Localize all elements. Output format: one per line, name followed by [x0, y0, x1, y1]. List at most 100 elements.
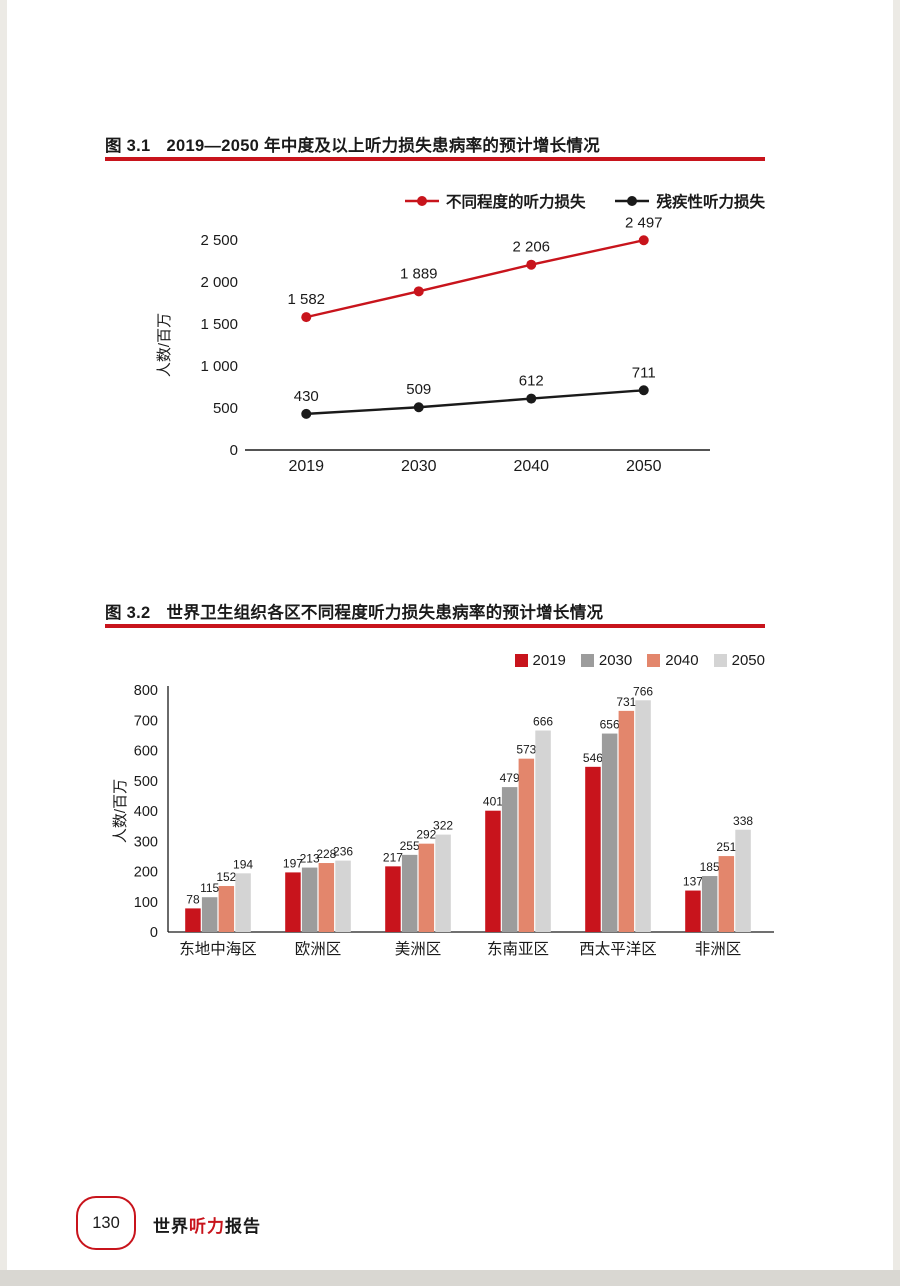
legend-label: 2019 [532, 652, 566, 669]
report-footer-title: 世界听力报告 [153, 1212, 261, 1237]
line-chart-hearing-loss-growth: 人数/百万 0 500 1 000 1 500 2 000 2 500 2019 2030 204… [156, 215, 710, 475]
point-value-label: 1 889 [400, 265, 438, 282]
bar-value-label: 185 [700, 860, 720, 874]
bar-value-label: 292 [416, 828, 436, 842]
legend-label: 2050 [731, 652, 765, 669]
figure-3-2-legend: 2019 2030 2040 2050 [105, 652, 765, 669]
legend-label: 2040 [665, 652, 699, 669]
bar-2040-美洲区 [418, 843, 435, 932]
figure-3-2-label: 图 3.2 [105, 604, 151, 622]
x-tick-label: 2040 [513, 458, 549, 475]
bar-2040-东南亚区 [518, 758, 535, 932]
y-tick-label: 2 500 [200, 232, 238, 249]
bar-value-label: 731 [616, 695, 636, 709]
data-point [526, 393, 537, 404]
bar-2050-西太平洋区 [635, 700, 651, 932]
figure-3-1-label: 图 3.1 [105, 137, 151, 155]
bar-2030-东地中海区 [201, 897, 218, 932]
bar-value-label: 78 [186, 892, 200, 906]
category-label: 欧洲区 [295, 940, 342, 958]
legend-line-marker-icon [615, 196, 650, 206]
bar-value-label: 479 [500, 771, 520, 785]
legend-line-marker-icon [404, 196, 439, 206]
y-tick-label: 600 [134, 744, 158, 760]
point-value-label: 2 206 [512, 239, 550, 256]
bar-value-label: 546 [583, 751, 603, 765]
category-label: 东地中海区 [179, 940, 257, 958]
point-value-label: 711 [632, 364, 656, 381]
point-value-label: 2 497 [625, 215, 663, 231]
point-value-label: 430 [294, 388, 319, 405]
figure-3-1-rule [105, 157, 765, 161]
point-value-label: 612 [519, 373, 544, 390]
category-label: 美洲区 [395, 940, 442, 958]
legend-swatch-icon [647, 654, 661, 667]
data-point [638, 235, 649, 246]
bar-value-label: 251 [716, 840, 736, 854]
bar-value-label: 338 [733, 814, 753, 828]
bar-value-label: 573 [516, 743, 536, 757]
y-tick-label: 400 [134, 804, 158, 820]
y-tick-label: 100 [134, 895, 158, 911]
bar-value-label: 152 [216, 870, 236, 884]
page-edge-left [0, 0, 7, 1286]
figure-3-1-caption: 图 3.1 2019—2050 年中度及以上听力损失患病率的预计增长情况 [105, 132, 600, 156]
page-number-badge: 130 [76, 1196, 136, 1250]
bar-2050-非洲区 [735, 829, 751, 932]
category-label: 非洲区 [695, 940, 742, 958]
page-edge-right [893, 0, 900, 1286]
bar-value-label: 236 [333, 845, 353, 859]
bar-2050-美洲区 [435, 834, 451, 932]
footer-title-part2: 听力 [189, 1217, 225, 1236]
y-tick-label: 0 [150, 925, 158, 941]
y-axis-title: 人数/百万 [156, 313, 173, 377]
y-tick-label: 500 [213, 400, 238, 417]
y-tick-label: 500 [134, 774, 158, 790]
legend-item: 2040 [647, 652, 699, 669]
bar-2030-非洲区 [701, 876, 718, 932]
data-point [413, 402, 424, 413]
bar-2019-西太平洋区 [585, 766, 601, 932]
bar-value-label: 213 [300, 852, 320, 866]
bar-2050-东地中海区 [235, 873, 251, 932]
bar-value-label: 666 [533, 715, 553, 729]
bar-2040-东地中海区 [218, 886, 235, 932]
category-label: 东南亚区 [487, 940, 549, 958]
figure-3-1-legend: 不同程度的听力损失 残疾性听力损失 [105, 190, 809, 212]
footer-title-part1: 世界 [153, 1217, 189, 1236]
bar-2050-东南亚区 [535, 730, 551, 932]
data-point [301, 408, 312, 419]
series-line [306, 389, 644, 416]
y-tick-label: 800 [134, 683, 158, 699]
data-point [638, 385, 649, 396]
bar-2050-欧洲区 [335, 860, 351, 932]
bar-2019-美洲区 [385, 866, 401, 932]
point-value-label: 1 582 [287, 291, 325, 308]
data-point [413, 286, 424, 297]
bar-2019-非洲区 [685, 890, 701, 932]
legend-label: 2030 [598, 652, 633, 669]
legend-swatch-icon [514, 654, 528, 667]
x-tick-label: 2030 [401, 458, 437, 475]
bar-2040-欧洲区 [318, 863, 335, 932]
bar-value-label: 217 [383, 850, 403, 864]
legend-item: 2030 [580, 652, 633, 669]
bar-2030-美洲区 [401, 854, 418, 932]
legend-item: 不同程度的听力损失 [404, 190, 586, 212]
bar-2030-欧洲区 [301, 867, 318, 932]
figure-3-2-rule [105, 624, 765, 628]
legend-label: 不同程度的听力损失 [445, 194, 586, 211]
bar-2019-东地中海区 [185, 908, 201, 932]
legend-swatch-icon [580, 654, 594, 667]
bar-value-label: 197 [283, 856, 303, 870]
bar-2030-东南亚区 [501, 787, 518, 932]
legend-item: 2050 [713, 652, 765, 669]
series-line [305, 239, 645, 319]
y-tick-label: 700 [134, 713, 158, 729]
bar-2040-非洲区 [718, 856, 735, 932]
bar-2040-西太平洋区 [618, 710, 635, 932]
bar-value-label: 656 [600, 718, 620, 732]
bar-chart-hearing-loss-by-region: 人数/百万 0 100 200 300 400 500 600 700 800 东地中海区 78115… [112, 683, 774, 958]
legend-swatch-icon [713, 654, 727, 667]
